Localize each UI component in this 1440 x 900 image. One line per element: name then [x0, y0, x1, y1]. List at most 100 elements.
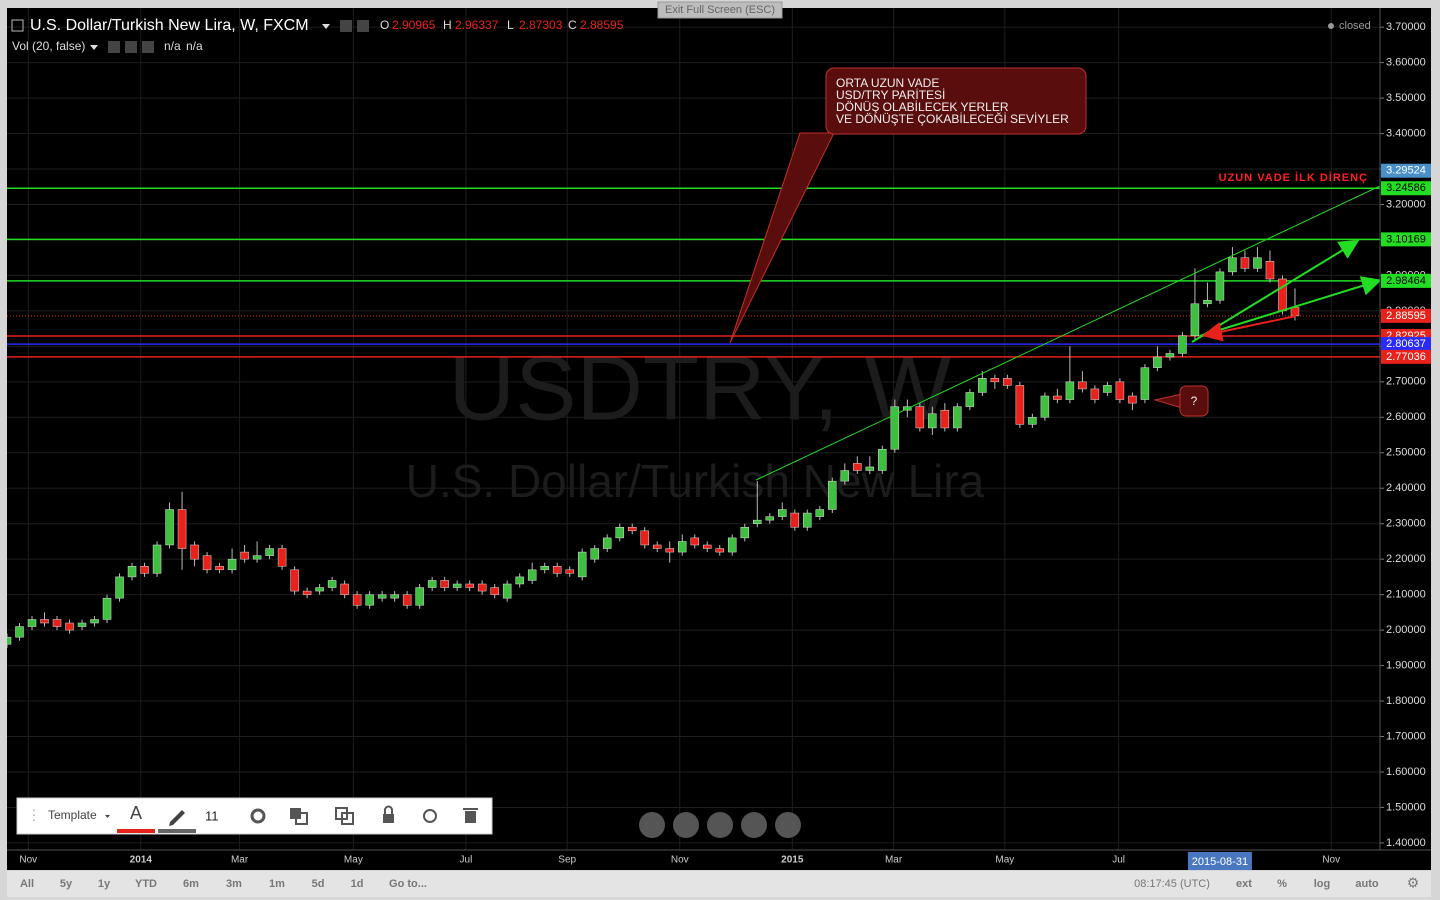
y-axis: 1.40000 1.50000 1.60000 1.70000 1.80000 1.900… [1380, 21, 1431, 849]
candle-body [415, 587, 424, 606]
range-button[interactable]: 1y [98, 878, 111, 890]
candle-body [490, 587, 499, 595]
candle-body [1153, 356, 1162, 368]
range-button[interactable]: 5y [60, 878, 73, 890]
price-tag-label: 3.29524 [1386, 165, 1426, 177]
bottom-toolbar: All 5y 1y YTD 6m 3m 1m 5d 1d Go to... 08:17:45 (UT… [20, 878, 1379, 890]
candle-body [1103, 385, 1112, 393]
clone-button[interactable] [341, 812, 354, 825]
candle-body [590, 548, 599, 560]
ohlc-label: O [380, 18, 389, 32]
price-tag [1381, 308, 1431, 323]
price-tag-label: 3.10169 [1386, 233, 1426, 245]
resistance-label: UZUN VADE İLK DİRENÇ [1219, 171, 1368, 184]
candle-body [1040, 395, 1050, 418]
scale-button[interactable]: auto [1355, 878, 1379, 890]
range-button[interactable]: 1m [269, 878, 285, 890]
zoom-in-button[interactable] [741, 812, 767, 838]
callout-line: DÖNÜŞ OLABİLECEK YERLER [836, 100, 1009, 114]
range-button[interactable]: 6m [183, 878, 199, 890]
drag-handle[interactable]: ⋮ [27, 807, 41, 823]
delete-button [463, 808, 478, 810]
candle-body [1015, 385, 1025, 425]
candle-body [102, 597, 112, 620]
candle-body [690, 537, 700, 546]
settings-icon[interactable] [340, 20, 352, 32]
color-swatch [158, 829, 196, 833]
scroll-left-button[interactable] [639, 812, 665, 838]
symbol-title[interactable]: U.S. Dollar/Turkish New Lira, W, FXCM [30, 17, 309, 34]
candle-body [1078, 381, 1087, 390]
range-button[interactable]: Go to... [389, 878, 427, 890]
range-button[interactable]: YTD [135, 878, 157, 890]
candle-body [1065, 381, 1075, 400]
y-tick-label: 2.30000 [1386, 518, 1426, 530]
exit-fullscreen-button[interactable] [657, 1, 783, 19]
price-tag-label: 2.98464 [1386, 275, 1426, 287]
range-button[interactable]: All [20, 878, 34, 890]
scale-button[interactable]: % [1277, 878, 1287, 890]
ohlc-value: 2.90965 [392, 18, 436, 32]
indicator-value: n/a [186, 39, 203, 53]
reset-button[interactable] [707, 812, 733, 838]
candle-body [390, 594, 399, 599]
indicator-title[interactable]: Vol (20, false) [12, 39, 85, 53]
text-color-button[interactable]: A [130, 803, 142, 823]
candle-body [65, 622, 74, 631]
candle-body [340, 583, 349, 595]
candle-body [1178, 335, 1187, 354]
scroll-right-button[interactable] [775, 812, 801, 838]
indicator-icon[interactable] [125, 41, 137, 53]
y-tick-label: 3.70000 [1386, 21, 1426, 33]
candle-body [352, 594, 362, 606]
line-color-button[interactable] [169, 810, 185, 826]
template-button[interactable]: Template [48, 808, 97, 822]
ohlc-value: 2.88595 [580, 18, 624, 32]
y-tick-label: 2.70000 [1386, 376, 1426, 388]
candle-body [890, 406, 900, 450]
dropdown-icon[interactable] [322, 24, 330, 29]
candle-body [1240, 257, 1250, 269]
candle-body [840, 470, 850, 482]
bottom-bar [7, 871, 1431, 897]
candle-body [790, 512, 800, 528]
y-tick-label: 2.60000 [1386, 411, 1426, 423]
candle-body [1090, 388, 1100, 400]
candle-body [27, 619, 37, 627]
candle-body [165, 509, 174, 546]
callout-pointer [729, 132, 835, 344]
range-button[interactable]: 3m [226, 878, 242, 890]
question-text: ? [1191, 394, 1198, 408]
exit-fullscreen-label[interactable]: Exit Full Screen (ESC) [665, 4, 775, 16]
x-tick-label: May [995, 855, 1014, 866]
candle-body [965, 392, 975, 407]
bring-front-button[interactable] [295, 812, 308, 825]
visibility-button[interactable] [423, 809, 437, 823]
dropdown-icon[interactable] [105, 815, 110, 818]
x-tick-label: Nov [1322, 855, 1340, 866]
font-size-button[interactable]: 11 [205, 808, 219, 823]
settings-button[interactable] [250, 808, 266, 824]
settings-button[interactable]: ⚙ [1407, 875, 1420, 891]
candle-body [853, 463, 862, 471]
callout-line: VE DÖNÜŞTE ÇOKABİLECEĞİ SEVİYLER [836, 111, 1069, 126]
scale-button[interactable]: log [1314, 878, 1331, 890]
delete-button[interactable] [465, 811, 476, 823]
callout-box [825, 67, 1087, 135]
range-button[interactable]: 5d [312, 878, 325, 890]
candle-body [728, 537, 737, 553]
indicator-icon[interactable] [108, 41, 120, 53]
dropdown-icon[interactable] [90, 45, 98, 50]
candle-body [878, 448, 887, 471]
zoom-out-button[interactable] [673, 812, 699, 838]
range-button[interactable]: 1d [351, 878, 364, 890]
scale-button[interactable]: ext [1236, 878, 1252, 890]
indicator-icon[interactable] [142, 41, 154, 53]
collapse-icon[interactable] [11, 19, 24, 32]
lock-button[interactable] [383, 814, 394, 823]
callout-line: USD/TRY PARİTESİ [836, 88, 945, 102]
settings-icon[interactable] [357, 20, 369, 32]
ohlc-label: H [443, 18, 452, 32]
